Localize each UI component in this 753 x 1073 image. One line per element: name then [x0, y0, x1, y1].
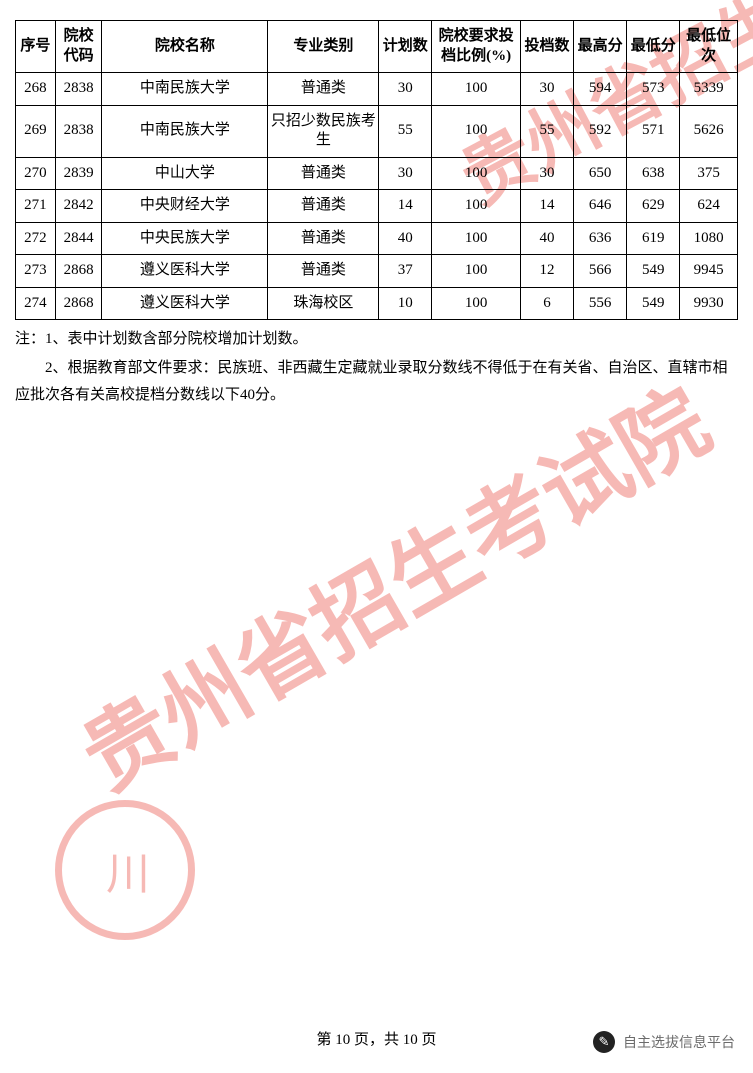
col-plan-header: 计划数	[379, 21, 432, 73]
cell-seq: 274	[16, 287, 56, 320]
cell-code: 2868	[55, 287, 102, 320]
cell-cnt: 55	[520, 105, 573, 157]
cell-code: 2868	[55, 255, 102, 288]
col-type-header: 专业类别	[268, 21, 379, 73]
cell-min: 571	[627, 105, 680, 157]
cell-seq: 268	[16, 73, 56, 106]
cell-name: 中南民族大学	[102, 105, 268, 157]
cell-ratio: 100	[432, 73, 521, 106]
table-row: 2712842中央财经大学普通类1410014646629624	[16, 190, 738, 223]
col-min-header: 最低分	[627, 21, 680, 73]
cell-ratio: 100	[432, 287, 521, 320]
cell-cnt: 30	[520, 157, 573, 190]
cell-name: 中南民族大学	[102, 73, 268, 106]
note-line-2: 2、根据教育部文件要求：民族班、非西藏生定藏就业录取分数线不得低于在有关省、自治…	[15, 355, 738, 409]
cell-seq: 269	[16, 105, 56, 157]
stamp-glyph: 川	[106, 838, 144, 902]
cell-rank: 375	[680, 157, 738, 190]
table-row: 2682838中南民族大学普通类30100305945735339	[16, 73, 738, 106]
cell-type: 珠海校区	[268, 287, 379, 320]
cell-seq: 272	[16, 222, 56, 255]
cell-plan: 40	[379, 222, 432, 255]
col-ratio-header: 院校要求投档比例(%)	[432, 21, 521, 73]
col-code-header: 院校代码	[55, 21, 102, 73]
col-max-header: 最高分	[574, 21, 627, 73]
cell-max: 566	[574, 255, 627, 288]
cell-ratio: 100	[432, 255, 521, 288]
cell-code: 2844	[55, 222, 102, 255]
table-header-row: 序号 院校代码 院校名称 专业类别 计划数 院校要求投档比例(%) 投档数 最高…	[16, 21, 738, 73]
cell-min: 549	[627, 255, 680, 288]
cell-min: 638	[627, 157, 680, 190]
cell-ratio: 100	[432, 222, 521, 255]
cell-seq: 270	[16, 157, 56, 190]
cell-plan: 10	[379, 287, 432, 320]
cell-type: 普通类	[268, 255, 379, 288]
cell-max: 556	[574, 287, 627, 320]
cell-cnt: 14	[520, 190, 573, 223]
cell-type: 只招少数民族考生	[268, 105, 379, 157]
cell-seq: 273	[16, 255, 56, 288]
cell-plan: 14	[379, 190, 432, 223]
cell-type: 普通类	[268, 157, 379, 190]
col-seq-header: 序号	[16, 21, 56, 73]
source-badge-text: 自主选拔信息平台	[623, 1032, 735, 1052]
cell-plan: 30	[379, 73, 432, 106]
cell-name: 中山大学	[102, 157, 268, 190]
cell-rank: 624	[680, 190, 738, 223]
cell-max: 594	[574, 73, 627, 106]
cell-rank: 9945	[680, 255, 738, 288]
cell-rank: 5339	[680, 73, 738, 106]
cell-min: 549	[627, 287, 680, 320]
cell-plan: 30	[379, 157, 432, 190]
cell-min: 619	[627, 222, 680, 255]
score-table: 序号 院校代码 院校名称 专业类别 计划数 院校要求投档比例(%) 投档数 最高…	[15, 20, 738, 320]
cell-ratio: 100	[432, 190, 521, 223]
cell-rank: 1080	[680, 222, 738, 255]
cell-max: 650	[574, 157, 627, 190]
table-row: 2722844中央民族大学普通类40100406366191080	[16, 222, 738, 255]
cell-type: 普通类	[268, 73, 379, 106]
cell-code: 2838	[55, 105, 102, 157]
cell-name: 中央财经大学	[102, 190, 268, 223]
watermark-stamp: 川	[55, 800, 195, 940]
cell-code: 2839	[55, 157, 102, 190]
cell-name: 遵义医科大学	[102, 287, 268, 320]
page-content: 序号 院校代码 院校名称 专业类别 计划数 院校要求投档比例(%) 投档数 最高…	[0, 0, 753, 409]
table-row: 2702839中山大学普通类3010030650638375	[16, 157, 738, 190]
table-row: 2742868遵义医科大学珠海校区1010065565499930	[16, 287, 738, 320]
col-name-header: 院校名称	[102, 21, 268, 73]
cell-max: 592	[574, 105, 627, 157]
cell-plan: 55	[379, 105, 432, 157]
cell-min: 573	[627, 73, 680, 106]
cell-plan: 37	[379, 255, 432, 288]
cell-min: 629	[627, 190, 680, 223]
cell-code: 2838	[55, 73, 102, 106]
source-badge: ✎ 自主选拔信息平台	[593, 1031, 735, 1053]
cell-cnt: 40	[520, 222, 573, 255]
wechat-icon: ✎	[593, 1031, 615, 1053]
cell-ratio: 100	[432, 105, 521, 157]
col-cnt-header: 投档数	[520, 21, 573, 73]
cell-name: 遵义医科大学	[102, 255, 268, 288]
cell-rank: 9930	[680, 287, 738, 320]
notes-block: 注：1、表中计划数含部分院校增加计划数。 2、根据教育部文件要求：民族班、非西藏…	[15, 326, 738, 409]
cell-cnt: 6	[520, 287, 573, 320]
cell-seq: 271	[16, 190, 56, 223]
watermark-text-mid: 贵州省招生考试院	[55, 353, 728, 815]
cell-type: 普通类	[268, 222, 379, 255]
cell-name: 中央民族大学	[102, 222, 268, 255]
table-row: 2692838中南民族大学只招少数民族考生55100555925715626	[16, 105, 738, 157]
cell-max: 636	[574, 222, 627, 255]
note-line-1: 注：1、表中计划数含部分院校增加计划数。	[15, 326, 738, 353]
cell-code: 2842	[55, 190, 102, 223]
cell-rank: 5626	[680, 105, 738, 157]
table-row: 2732868遵义医科大学普通类37100125665499945	[16, 255, 738, 288]
cell-max: 646	[574, 190, 627, 223]
cell-cnt: 30	[520, 73, 573, 106]
cell-ratio: 100	[432, 157, 521, 190]
cell-type: 普通类	[268, 190, 379, 223]
cell-cnt: 12	[520, 255, 573, 288]
col-rank-header: 最低位次	[680, 21, 738, 73]
